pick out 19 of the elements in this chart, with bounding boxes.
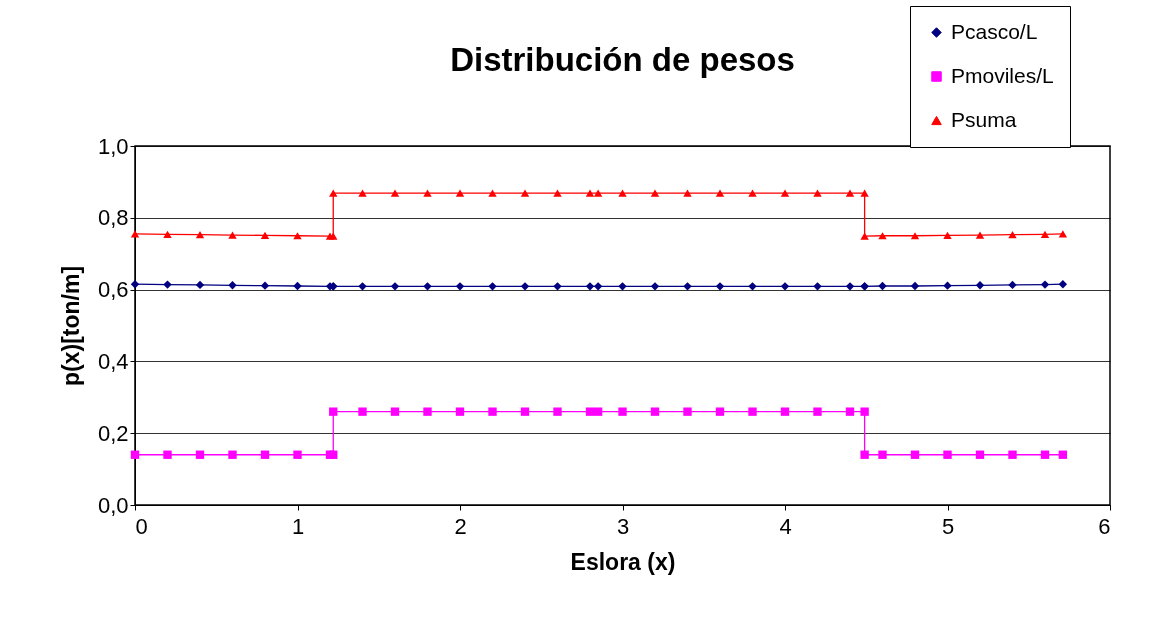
y-tick-label: 0,2	[97, 420, 129, 446]
x-tick-label: 4	[779, 513, 792, 539]
chart-title: Distribución de pesos	[450, 40, 795, 78]
legend-label: Pmoviles/L	[951, 63, 1054, 87]
x-tick-label: 1	[291, 513, 305, 539]
y-tick-label: 0,6	[97, 277, 129, 303]
y-tick-label: 1,0	[97, 133, 129, 159]
legend-label: Psuma	[951, 107, 1017, 131]
y-axis-title: p(x)[ton/m]	[57, 265, 84, 387]
x-tick-label: 2	[454, 513, 467, 539]
y-tick-label: 0,4	[97, 348, 129, 374]
y-tick-label: 0,8	[97, 205, 129, 231]
x-axis-title: Eslora (x)	[570, 548, 676, 575]
y-tick-label: 0,0	[97, 492, 129, 518]
x-tick-label: 6	[1098, 513, 1111, 539]
legend-label: Pcasco/L	[951, 19, 1038, 43]
x-tick-label: 3	[616, 513, 630, 539]
x-tick-label: 0	[135, 513, 148, 539]
x-tick-label: 5	[941, 513, 955, 539]
